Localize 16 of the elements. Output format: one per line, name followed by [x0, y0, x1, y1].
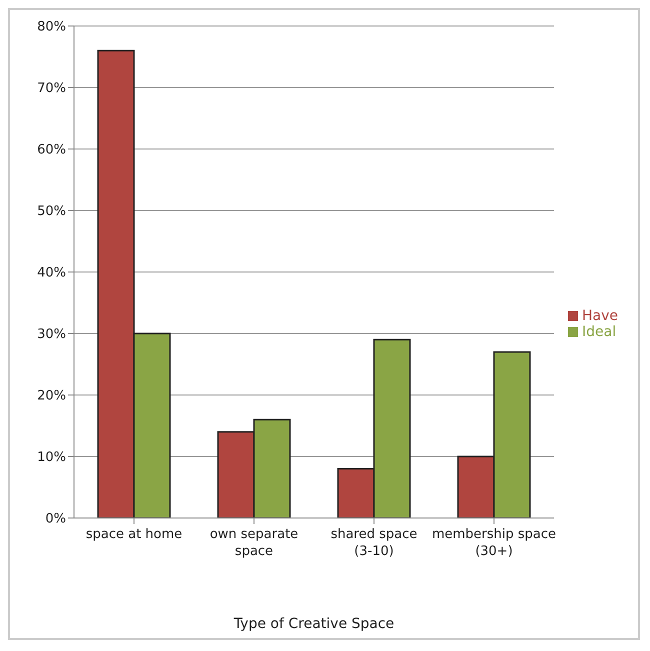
y-tick-label: 20%: [37, 388, 66, 404]
y-tick-label: 50%: [37, 204, 66, 220]
y-tick-label: 80%: [37, 20, 66, 35]
y-tick-label: 10%: [37, 450, 66, 466]
x-tick-label: shared space (3-10): [330, 527, 418, 559]
legend-label: Have: [582, 308, 618, 324]
x-axis-title: Type of Creative Space: [232, 616, 394, 632]
y-tick-label: 40%: [37, 266, 66, 281]
legend-label: Ideal: [582, 324, 616, 340]
y-tick-label: 0%: [45, 512, 66, 527]
x-tick-label: membership space (30+): [432, 527, 556, 559]
y-tick-label: 70%: [37, 81, 66, 96]
x-tick-label: space at home: [86, 527, 182, 542]
y-tick-label: 60%: [37, 142, 66, 158]
y-tick-label: 30%: [37, 327, 66, 342]
x-tick-label: own separate space: [210, 527, 298, 559]
